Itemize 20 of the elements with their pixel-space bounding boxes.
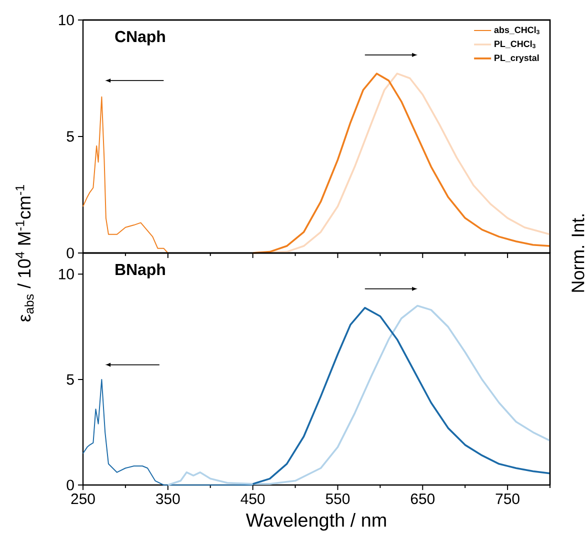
y-tick-label: 5 (66, 374, 74, 385)
x-tick-label: 250 (71, 494, 95, 504)
legend-label: PL_crystal (494, 54, 539, 63)
y-tick-label: 10 (59, 268, 74, 280)
x-tick-label: 650 (410, 494, 435, 504)
x-axis-title: Wavelength / nm (246, 512, 386, 531)
y-tick-label: 5 (66, 131, 74, 142)
y-tick-label: 10 (59, 14, 74, 26)
y-tick-label: 0 (66, 248, 74, 258)
text: BNaph (116, 263, 165, 278)
text: CNaph (115, 30, 165, 46)
x-tick-label: 450 (240, 494, 265, 504)
y-axis-title: ε$_{abs}$ / 10$^{4}$ M$^{-1}$cm$^{-1}$ (16, 184, 34, 322)
y2-axis-title: Norm. Int. (572, 214, 584, 292)
x-tick-label: 750 (496, 494, 520, 504)
y-tick-label: 0 (66, 480, 74, 490)
x-tick-label: 550 (326, 494, 350, 504)
legend-label: abs_CHCl$_{3}$ (494, 26, 540, 34)
legend-label: PL_CHCl$_{3}$ (494, 40, 536, 48)
x-tick-label: 350 (156, 494, 180, 504)
